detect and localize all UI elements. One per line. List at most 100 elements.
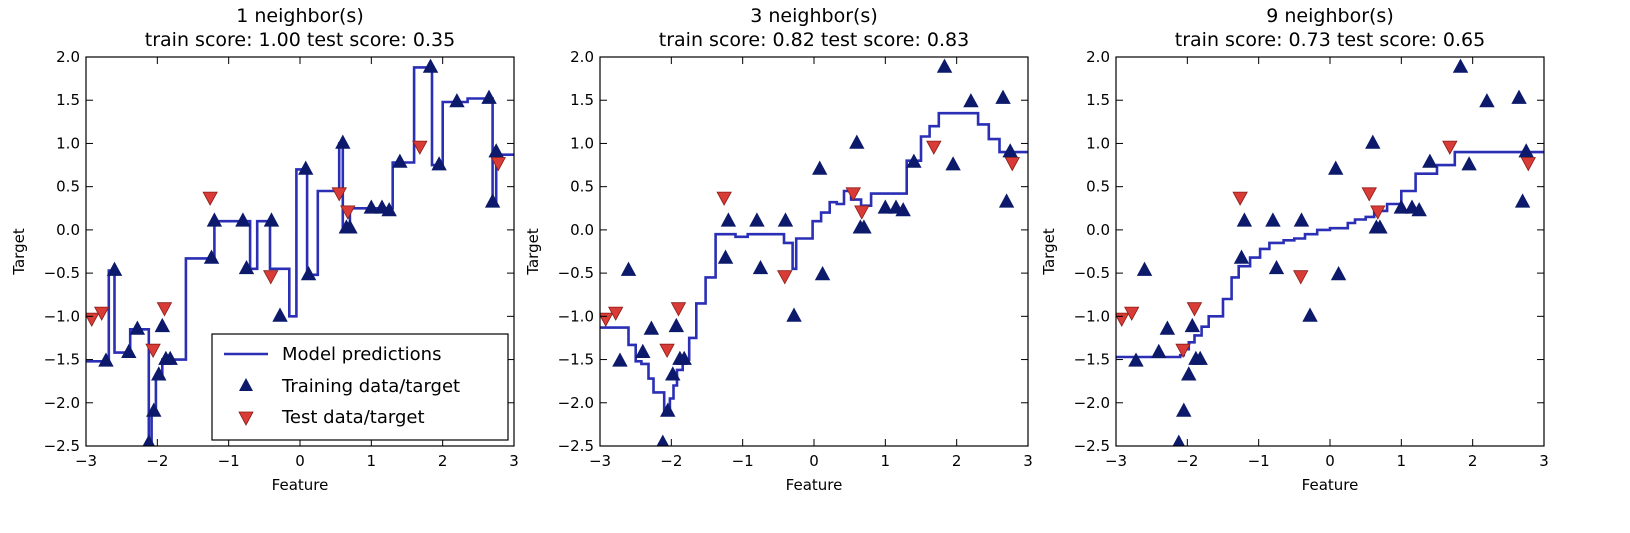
training-data-point [1293,212,1310,227]
y-tick-label: −2.5 [44,437,80,455]
test-data-point [854,205,870,220]
y-tick-label: 0.5 [570,178,594,196]
legend-entry: Training data/target [281,376,460,397]
training-data-point [1452,58,1469,73]
test-data-point [340,205,356,220]
training-data-point [849,134,865,149]
y-axis-label: Target [524,228,542,276]
training-data-point [895,202,911,217]
y-tick-label: −1.0 [558,307,594,325]
training-data-point [363,199,380,214]
y-tick-label: −2.5 [558,437,594,455]
y-tick-label: −2.0 [44,394,80,412]
test-data-point [331,187,347,202]
training-data-point [1002,143,1018,158]
training-data-point [1461,156,1477,171]
training-data-point [142,434,155,446]
training-data-point [335,134,351,149]
training-data-point [635,343,651,359]
training-data-point [643,320,660,335]
x-tick-label: −2 [146,452,168,470]
training-data-point [1172,434,1185,446]
test-data-point [1186,302,1203,317]
x-tick-label: −1 [1248,452,1270,470]
axes-frame [599,56,1029,447]
legend-test-marker [238,411,254,426]
test-data-point [1175,343,1191,359]
chart-title: 3 neighbor(s) [750,5,877,27]
training-data-point [1184,317,1201,333]
training-data-point [1151,343,1167,359]
training-data-point [620,261,637,276]
x-tick-label: −3 [1105,452,1127,470]
training-data-point [877,199,894,214]
y-tick-label: −0.5 [1074,264,1110,282]
training-data-point [668,317,685,333]
test-data-point [1124,306,1140,321]
training-data-point [431,156,447,171]
x-tick-label: 0 [295,452,305,470]
test-data-point [1004,157,1020,172]
training-data-point [660,402,676,417]
y-tick-label: −0.5 [558,264,594,282]
y-tick-label: −2.0 [1074,394,1110,412]
y-tick-label: −1.0 [1074,307,1110,325]
training-data-point [752,259,769,275]
training-data-point [777,212,794,227]
test-data-point [659,343,675,359]
y-tick-label: 0.0 [570,221,594,239]
y-tick-label: −1.5 [1074,351,1110,369]
training-data-point [1518,143,1534,158]
test-data-point [1116,312,1130,327]
legend: Model predictions Training data/target Tes… [211,333,509,441]
y-tick-label: 0.0 [1086,221,1110,239]
training-data-point [1422,153,1438,168]
training-data-point [1479,93,1495,108]
training-data-point [488,143,504,158]
x-axis-label: Feature [1302,476,1359,494]
training-data-point [1302,307,1318,322]
training-data-point [1514,193,1531,208]
test-data-point [1293,270,1309,285]
training-data-point [1233,249,1250,264]
training-data-point [1268,259,1285,275]
y-tick-label: 1.0 [1086,134,1110,152]
training-data-point [717,249,734,264]
training-data-point [676,350,692,365]
plot-area [600,58,1028,446]
x-tick-label: 0 [809,452,819,470]
training-data-point [720,212,737,227]
x-tick-label: 2 [438,452,448,470]
y-tick-label: 2.0 [1086,48,1110,66]
x-tick-label: 0 [1325,452,1335,470]
x-tick-label: 1 [367,452,377,470]
test-data-point [490,157,506,172]
test-data-point [145,343,161,359]
test-data-point [1520,157,1536,172]
y-tick-label: −1.5 [558,351,594,369]
test-data-point [600,312,614,327]
test-data-point [926,140,942,155]
axes-frame [1115,56,1545,447]
y-tick-label: 1.0 [570,134,594,152]
training-data-point [98,352,114,367]
legend-entry: Model predictions [282,344,441,365]
training-data-point [449,93,465,108]
training-data-point [392,153,408,168]
training-data-point [154,317,171,333]
x-tick-label: −3 [589,452,611,470]
y-tick-label: 1.5 [56,91,80,109]
x-tick-label: 3 [1539,452,1549,470]
test-data-point [1442,140,1458,155]
training-data-point [1330,265,1347,281]
x-axis-label: Feature [786,476,843,494]
training-data-point [106,261,123,276]
y-tick-label: 1.5 [1086,91,1110,109]
test-data-point [94,306,110,321]
x-tick-label: 3 [509,452,519,470]
y-tick-label: 2.0 [570,48,594,66]
training-data-point [484,193,501,208]
training-data-point [121,343,137,359]
chart-subtitle: train score: 1.00 test score: 0.35 [145,29,455,51]
test-data-point [716,191,732,206]
